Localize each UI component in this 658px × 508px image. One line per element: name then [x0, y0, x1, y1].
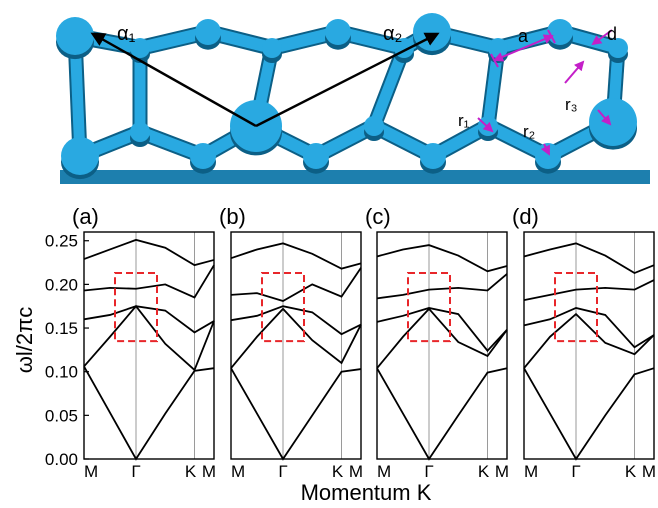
panel-frame — [230, 231, 362, 460]
x-tick-label: K — [332, 462, 344, 481]
lattice-node — [195, 19, 221, 45]
lattice-vector-a1-arrow — [90, 32, 257, 128]
lattice-node — [303, 143, 329, 169]
y-tick-label: 0.10 — [45, 363, 78, 382]
lattice-constant-tick — [547, 29, 556, 44]
band-line — [376, 273, 508, 300]
y-tick-label: 0.00 — [45, 450, 78, 469]
lattice-node — [61, 137, 99, 175]
x-tick-label: M — [377, 462, 391, 481]
lattice-constant-arrow — [493, 34, 554, 62]
lattice-node — [608, 38, 628, 58]
lattice-node — [535, 143, 561, 169]
band-panel: (d)M Γ K M — [512, 204, 656, 481]
x-tick-label: Γ — [278, 462, 287, 481]
band-line — [83, 305, 215, 334]
rod-segment — [77, 116, 616, 162]
band-line — [523, 312, 655, 369]
x-tick-label: M — [524, 462, 538, 481]
x-axis-title: Momentum K — [301, 480, 432, 505]
band-line — [230, 305, 362, 336]
lattice-node — [325, 19, 351, 45]
y-axis-title: ωl/2πc — [12, 307, 37, 374]
rod-width-arrow-top — [591, 29, 613, 46]
lattice-node — [130, 38, 150, 58]
band-line — [523, 279, 655, 301]
panel-frame — [376, 231, 508, 460]
y-tick-label: 0.05 — [45, 406, 78, 425]
band-line — [83, 304, 215, 372]
radius-r2-label: r₂ — [523, 122, 535, 141]
x-tick-label: Γ — [131, 462, 140, 481]
panel-label: (d) — [512, 204, 539, 229]
band-line — [230, 242, 362, 270]
lattice-node — [364, 116, 384, 136]
lattice-constant-label: a — [518, 26, 529, 46]
vector-a2-label: α₂ — [383, 23, 402, 45]
lattice-node — [420, 143, 446, 169]
band-line — [376, 307, 508, 369]
lattice-constant-tick — [490, 53, 499, 68]
radius-r2-arrow — [540, 143, 550, 156]
x-tick-label: M — [202, 462, 216, 481]
lattice-node — [130, 122, 150, 142]
lattice-node — [589, 98, 637, 146]
radius-r1-label: r₁ — [458, 111, 470, 130]
lattice-node — [190, 143, 216, 169]
panel-label: (a) — [72, 204, 99, 229]
x-tick-label: Γ — [424, 462, 433, 481]
band-structure-panels: (a)M Γ K M0.000.050.100.150.200.25(b)M Γ K M(c… — [45, 204, 656, 481]
x-tick-label: Γ — [571, 462, 580, 481]
lattice-node — [547, 19, 573, 45]
x-tick-label: M — [231, 462, 245, 481]
radius-r3-arrow — [597, 109, 612, 126]
band-line — [376, 244, 508, 273]
band-line — [230, 367, 362, 461]
panel-label: (c) — [365, 204, 391, 229]
rod-width-label: d — [607, 24, 617, 44]
band-line — [376, 367, 508, 461]
panel-frame — [523, 231, 655, 460]
panel-label: (b) — [219, 204, 246, 229]
lattice-node — [262, 38, 282, 58]
slab-edge — [60, 170, 650, 184]
radius-r1-arrow — [477, 117, 494, 133]
radius-r3-label: r₃ — [565, 95, 578, 114]
x-tick-label: M — [642, 462, 656, 481]
band-line — [83, 238, 215, 267]
lattice-node — [56, 17, 94, 55]
panel-frame — [83, 231, 215, 460]
y-tick-label: 0.25 — [45, 232, 78, 251]
y-tick-label: 0.20 — [45, 275, 78, 294]
x-tick-label: K — [478, 462, 490, 481]
band-line — [523, 242, 655, 275]
y-tick-label: 0.15 — [45, 319, 78, 338]
lattice-node — [413, 13, 451, 51]
lattice-vector-a2-arrow — [255, 32, 440, 128]
photonic-lattice-illustration: α₁ α₂ a d r₁ r₂ r₃ — [56, 13, 650, 184]
band-line — [230, 307, 362, 369]
band-line — [523, 367, 655, 461]
band-panel: (b)M Γ K M — [219, 204, 363, 481]
x-tick-label: K — [185, 462, 197, 481]
x-tick-label: M — [84, 462, 98, 481]
band-line — [230, 267, 362, 302]
x-tick-label: M — [349, 462, 363, 481]
band-line — [83, 264, 215, 299]
band-line — [376, 307, 508, 353]
vector-a1-label: α₁ — [117, 23, 136, 45]
rod-width-arrow-bottom — [564, 60, 585, 84]
band-line — [523, 307, 655, 349]
band-line — [83, 366, 215, 461]
x-tick-label: M — [495, 462, 509, 481]
band-panel: (c)M Γ K M — [365, 204, 509, 481]
x-tick-label: K — [625, 462, 637, 481]
band-panel: (a)M Γ K M0.000.050.100.150.200.25 — [45, 204, 216, 481]
